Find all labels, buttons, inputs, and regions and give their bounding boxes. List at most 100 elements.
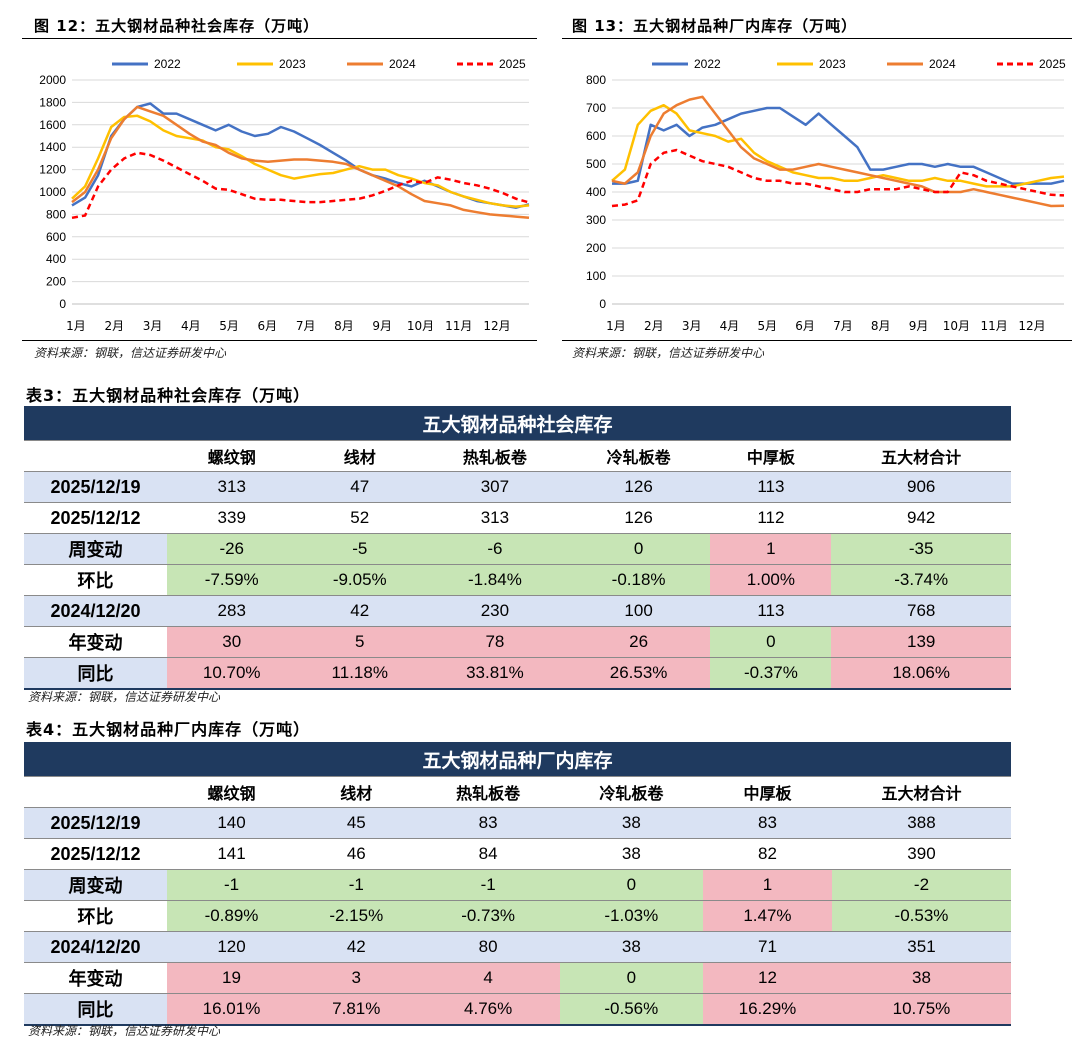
- x-tick-label: 7月: [833, 319, 853, 333]
- table-row: 2025/12/19 313 47 307 126 113 906: [24, 471, 1011, 503]
- column-header: 线材: [296, 440, 424, 472]
- table-row: 2024/12/20 120 42 80 38 71 351: [24, 931, 1011, 963]
- y-tick-label: 400: [586, 185, 606, 199]
- table-mill-inventory: 五大钢材品种厂内库存 螺纹钢 线材 热轧板卷 冷轧板卷 中厚板 五大材合计 2025/12/1…: [24, 742, 1011, 1026]
- table-cell: 83: [416, 807, 560, 839]
- column-header: 五大材合计: [831, 776, 1011, 808]
- table-cell: 768: [831, 595, 1011, 627]
- x-tick-label: 10月: [943, 319, 970, 333]
- column-header: 冷轧板卷: [566, 440, 711, 472]
- column-header: 螺纹钢: [167, 440, 297, 472]
- table-cell: 126: [566, 471, 711, 503]
- column-header: 中厚板: [710, 440, 832, 472]
- row-label: 周变动: [24, 533, 167, 565]
- table-cell: 4: [416, 962, 560, 994]
- table-cell: 140: [167, 807, 297, 839]
- y-tick-label: 800: [586, 73, 606, 87]
- table-cell: 19: [167, 962, 297, 994]
- table-cell: -1.84%: [423, 564, 567, 596]
- table-cell: 33.81%: [423, 657, 567, 690]
- x-tick-label: 9月: [909, 319, 929, 333]
- table-3-source: 资料来源：钢联，信达证券研发中心: [28, 690, 221, 704]
- table-cell: 42: [296, 931, 417, 963]
- row-label: 环比: [24, 900, 167, 932]
- table-row: 周变动 -1 -1 -1 0 1 -2: [24, 869, 1011, 901]
- series-line-2025: [611, 148, 1065, 208]
- table-cell: 0: [710, 626, 832, 658]
- table-cell: 18.06%: [831, 657, 1011, 690]
- row-label: 年变动: [24, 626, 167, 658]
- table-cell: 390: [831, 838, 1011, 870]
- table-cell: 46: [296, 838, 417, 870]
- legend-label-2022: 2022: [154, 57, 181, 71]
- y-tick-label: 600: [46, 230, 66, 244]
- table-cell: 3: [296, 962, 417, 994]
- y-tick-label: 500: [586, 157, 606, 171]
- table-cell: 906: [831, 471, 1011, 503]
- series-line-2025: [71, 151, 530, 220]
- table-cell: -1.03%: [559, 900, 703, 932]
- figure-13-source: 资料来源：钢联，信达证券研发中心: [572, 346, 765, 360]
- row-label: 同比: [24, 993, 167, 1026]
- row-label: 2024/12/20: [24, 931, 167, 963]
- y-tick-label: 300: [586, 213, 606, 227]
- x-tick-label: 5月: [757, 319, 777, 333]
- y-tick-label: 700: [586, 101, 606, 115]
- table-row: 年变动 30 5 78 26 0 139: [24, 626, 1011, 658]
- table-cell: -1: [296, 869, 417, 901]
- table-cell: 100: [566, 595, 711, 627]
- table-cell: 71: [702, 931, 832, 963]
- x-tick-label: 11月: [445, 319, 472, 333]
- x-tick-label: 3月: [682, 319, 702, 333]
- table-cell: 339: [167, 502, 297, 534]
- table-row: 2025/12/12 339 52 313 126 112 942: [24, 502, 1011, 534]
- table-cell: -35: [831, 533, 1011, 565]
- table-row: 同比 10.70% 11.18% 33.81% 26.53% -0.37% 18.06%: [24, 657, 1011, 690]
- y-tick-label: 0: [599, 297, 606, 311]
- x-tick-label: 6月: [258, 319, 278, 333]
- table-cell: 47: [296, 471, 424, 503]
- x-tick-label: 12月: [483, 319, 510, 333]
- row-label: 2025/12/12: [24, 502, 167, 534]
- row-label: 周变动: [24, 869, 167, 901]
- series-line-2022: [612, 106, 1065, 185]
- table-row: 年变动 19 3 4 0 12 38: [24, 962, 1011, 994]
- table-cell: 942: [831, 502, 1011, 534]
- table-cell: 4.76%: [416, 993, 560, 1026]
- y-tick-label: 100: [586, 269, 606, 283]
- x-tick-label: 8月: [871, 319, 891, 333]
- table-cell: 26.53%: [566, 657, 711, 690]
- column-header: 冷轧板卷: [559, 776, 703, 808]
- table-cell: 313: [167, 471, 297, 503]
- series-line-2024: [611, 95, 1065, 208]
- row-label: 2025/12/19: [24, 471, 167, 503]
- legend-label-2024: 2024: [389, 57, 416, 71]
- figure-12-title: 图 12：五大钢材品种社会库存（万吨）: [34, 17, 320, 35]
- legend-label-2023: 2023: [819, 57, 846, 71]
- legend-label-2022: 2022: [694, 57, 721, 71]
- table-cell: -9.05%: [296, 564, 424, 596]
- table-cell: 16.01%: [167, 993, 297, 1026]
- table-cell: 26: [566, 626, 711, 658]
- x-tick-label: 4月: [181, 319, 201, 333]
- y-tick-label: 600: [586, 129, 606, 143]
- table-cell: 141: [167, 838, 297, 870]
- legend-label-2023: 2023: [279, 57, 306, 71]
- x-tick-label: 9月: [372, 319, 392, 333]
- figure-13-bottom-rule: [562, 340, 1072, 341]
- y-tick-label: 1600: [39, 118, 66, 132]
- column-header: 线材: [296, 776, 417, 808]
- y-tick-label: 1800: [39, 95, 66, 109]
- row-label: 2025/12/12: [24, 838, 167, 870]
- table-cell: 0: [559, 869, 703, 901]
- y-tick-label: 200: [586, 241, 606, 255]
- x-tick-label: 2月: [104, 319, 124, 333]
- table-cell: 82: [702, 838, 832, 870]
- table-cell: 7.81%: [296, 993, 417, 1026]
- table-cell: -7.59%: [167, 564, 297, 596]
- table-cell: 313: [423, 502, 567, 534]
- row-label: 2025/12/19: [24, 807, 167, 839]
- table-cell: 38: [559, 931, 703, 963]
- table-4-source: 资料来源：钢联，信达证券研发中心: [28, 1024, 221, 1038]
- y-tick-label: 0: [59, 297, 66, 311]
